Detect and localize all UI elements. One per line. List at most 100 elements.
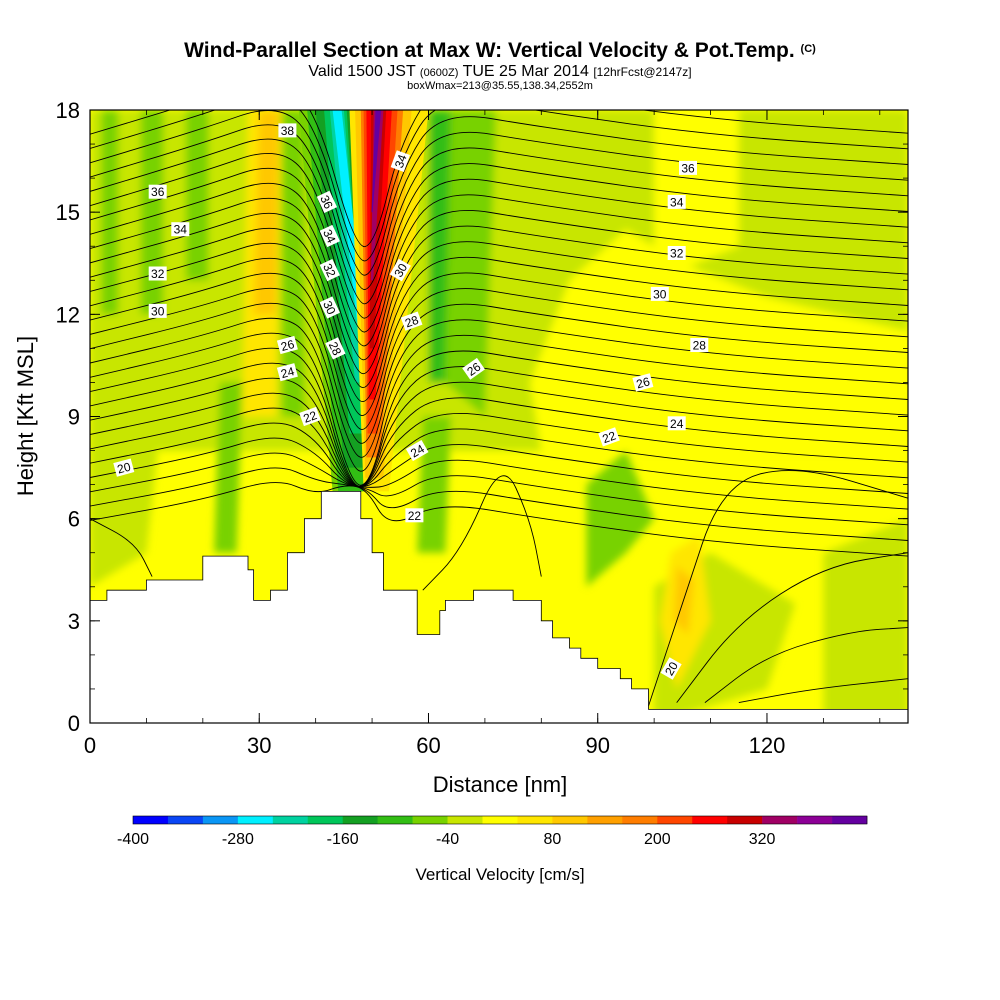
velocity-region bbox=[253, 110, 279, 315]
theta-contour bbox=[422, 475, 542, 591]
chart-subtitle: Valid 1500 JST (0600Z) TUE 25 Mar 2014 [… bbox=[308, 63, 691, 80]
colorbar-swatch bbox=[622, 816, 658, 824]
theta-contour bbox=[90, 110, 908, 262]
x-tick-label: 60 bbox=[416, 733, 440, 758]
contour-label: 24 bbox=[405, 440, 429, 462]
contour-label: 20 bbox=[113, 458, 135, 477]
velocity-region bbox=[445, 110, 497, 417]
theta-contour bbox=[90, 197, 908, 361]
contour-label-text: 34 bbox=[174, 223, 188, 237]
contour-label-bg bbox=[667, 416, 686, 431]
contour-label-text: 32 bbox=[320, 261, 338, 279]
contour-label-bg bbox=[113, 458, 135, 477]
contour-label-text: 36 bbox=[151, 185, 165, 199]
colorbar-swatch bbox=[342, 816, 378, 824]
contour-label: 24 bbox=[276, 363, 298, 382]
theta-contour bbox=[90, 317, 908, 472]
contour-label-text: 20 bbox=[662, 659, 681, 678]
theta-contour bbox=[90, 227, 908, 389]
colorbar-swatch bbox=[832, 816, 868, 824]
contour-label-bg bbox=[650, 286, 669, 301]
colorbar-swatch bbox=[482, 816, 518, 824]
velocity-region bbox=[101, 110, 119, 315]
contour-label: 20 bbox=[660, 657, 682, 680]
contour-label: 38 bbox=[278, 123, 297, 138]
contour-label-bg bbox=[405, 508, 424, 523]
colorbar-tick-label: -400 bbox=[117, 831, 149, 848]
colorbar: -400 -280 -160 -40 80 200 320 bbox=[117, 815, 868, 848]
theta-contour bbox=[90, 138, 908, 305]
theta-contour bbox=[90, 153, 908, 319]
contour-label-bg bbox=[598, 427, 620, 447]
colorbar-swatch bbox=[797, 816, 833, 824]
velocity-region bbox=[823, 518, 908, 723]
contour-label: 34 bbox=[171, 222, 190, 237]
y-tick-label: 6 bbox=[68, 507, 80, 532]
contour-label: 26 bbox=[276, 335, 298, 355]
x-tick-label: 120 bbox=[749, 733, 786, 758]
contour-label: 32 bbox=[319, 258, 340, 282]
colorbar-swatch bbox=[412, 816, 448, 824]
contour-labels: 38 36 34 32 30 26 24 22 20 36 34 32 30 28 34 30 28 26 24 22… bbox=[113, 123, 709, 680]
contour-label: 34 bbox=[319, 224, 340, 248]
colorbar-tick-label: 200 bbox=[644, 831, 671, 848]
contour-label-text: 30 bbox=[151, 304, 165, 318]
contour-label-text: 34 bbox=[320, 227, 338, 245]
contour-label-bg bbox=[299, 406, 321, 427]
plot-field: 38 36 34 32 30 26 24 22 20 36 34 32 30 28 34 30 28 26 24 22… bbox=[90, 110, 908, 723]
contour-label-bg bbox=[679, 160, 697, 175]
contour-label-text: 22 bbox=[408, 509, 422, 523]
colorbar-swatch bbox=[307, 816, 344, 824]
velocity-region bbox=[214, 382, 243, 553]
y-tick-label: 0 bbox=[68, 711, 80, 736]
contour-label: 30 bbox=[650, 286, 669, 301]
theta-contour bbox=[90, 422, 908, 494]
contour-label: 28 bbox=[325, 337, 346, 360]
theta-contour bbox=[90, 347, 908, 487]
colorbar-swatch bbox=[377, 816, 413, 824]
theta-contour bbox=[90, 257, 908, 416]
contour-label-text: 28 bbox=[403, 313, 421, 331]
contour-label-text: 36 bbox=[681, 161, 695, 175]
theta-contour bbox=[90, 452, 908, 526]
contour-label-text: 28 bbox=[326, 340, 344, 358]
contour-label-text: 34 bbox=[392, 152, 410, 170]
colorbar-swatch bbox=[517, 816, 553, 824]
contour-label: 26 bbox=[632, 373, 654, 392]
colorbar-tick-label: 80 bbox=[544, 831, 562, 848]
theta-contour bbox=[90, 124, 908, 290]
colorbar-swatch bbox=[587, 816, 623, 824]
theta-contour bbox=[90, 302, 908, 458]
contour-label: 22 bbox=[299, 406, 321, 427]
contour-label-text: 30 bbox=[391, 261, 410, 280]
theta-contour bbox=[90, 437, 908, 510]
colorbar-swatch bbox=[552, 816, 588, 824]
theta-contour bbox=[90, 182, 908, 347]
contour-label-bg bbox=[400, 311, 423, 331]
theta-contour bbox=[90, 518, 153, 577]
contour-label-bg bbox=[278, 123, 297, 138]
y-tick-label: 12 bbox=[56, 302, 80, 327]
colorbar-swatch bbox=[272, 816, 309, 824]
contour-label-bg bbox=[632, 373, 654, 392]
contour-label-text: 20 bbox=[116, 460, 133, 477]
contour-label: 30 bbox=[389, 258, 411, 282]
contour-label-bg bbox=[319, 258, 340, 282]
theta-contour bbox=[90, 242, 908, 403]
theta-contour bbox=[90, 287, 908, 444]
theta-contour bbox=[676, 552, 908, 703]
theta-contour bbox=[90, 467, 908, 541]
colorbar-swatch bbox=[133, 816, 169, 824]
contour-label: 30 bbox=[319, 296, 340, 319]
x-axis-label: Distance [nm] bbox=[433, 772, 568, 797]
y-tick-label: 9 bbox=[68, 405, 80, 430]
contour-label-bg bbox=[660, 657, 682, 680]
theta-contour bbox=[90, 377, 908, 487]
contour-label-text: 38 bbox=[281, 124, 295, 138]
contour-label: 28 bbox=[400, 311, 423, 331]
colorbar-swatch bbox=[202, 816, 239, 824]
colorbar-swatch bbox=[692, 816, 728, 824]
theta-contour bbox=[90, 167, 908, 333]
